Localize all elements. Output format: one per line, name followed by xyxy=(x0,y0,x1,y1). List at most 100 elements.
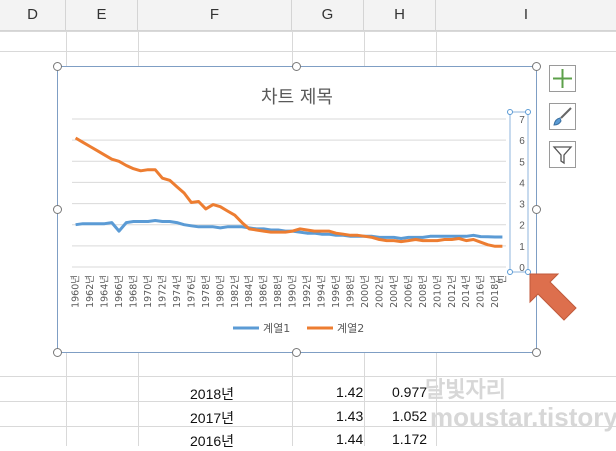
add-chart-element-button[interactable] xyxy=(549,65,576,92)
x-tick-label: 1960년 xyxy=(71,275,82,308)
x-tick-label: 1988년 xyxy=(273,275,284,308)
x-tick-label: 2002년 xyxy=(374,275,385,308)
chart-filters-button[interactable] xyxy=(549,141,576,168)
y-tick-label: 0 xyxy=(519,263,525,274)
cell-g-value[interactable]: 1.44 xyxy=(336,431,364,447)
resize-handle-top-right[interactable] xyxy=(532,62,541,71)
x-tick-label: 2004년 xyxy=(389,275,400,308)
resize-handle-left[interactable] xyxy=(53,205,62,214)
x-tick-label: 1986년 xyxy=(259,275,270,308)
x-tick-label: 1974년 xyxy=(172,275,183,308)
chart-object[interactable]: 차트 제목 1960년 1962년 1964년 1966년 1968년 1970년 1972… xyxy=(57,66,537,353)
y-tick-label: 7 xyxy=(519,115,525,126)
resize-handle-top-left[interactable] xyxy=(53,62,62,71)
cell-g-value[interactable]: 1.43 xyxy=(336,408,364,424)
x-tick-label: 2018년 xyxy=(490,275,501,308)
selection-handle[interactable] xyxy=(525,109,531,115)
x-tick-label: 2012년 xyxy=(447,275,458,308)
resize-handle-right[interactable] xyxy=(532,205,541,214)
y-tick-label: 5 xyxy=(519,157,525,168)
x-tick-label: 2006년 xyxy=(403,275,414,308)
watermark-text: 달빛자리 xyxy=(425,377,506,402)
selection-handle[interactable] xyxy=(507,269,513,275)
x-tick-label: 1968년 xyxy=(128,275,139,308)
series-line[interactable] xyxy=(75,219,503,240)
column-header-row: D E F G H I xyxy=(0,0,616,31)
grid-line xyxy=(0,31,616,32)
grid-line xyxy=(0,376,616,377)
x-tick-label: 1980년 xyxy=(215,275,226,308)
column-header-e[interactable]: E xyxy=(66,0,138,30)
x-tick-label: 2014년 xyxy=(461,275,472,308)
y-tick-label: 1 xyxy=(519,242,525,253)
x-tick-label: 1982년 xyxy=(230,275,241,308)
y-tick-label: 6 xyxy=(519,136,525,147)
x-tick-label: 1996년 xyxy=(331,275,342,308)
column-label: E xyxy=(96,6,107,23)
grid-line xyxy=(0,401,616,402)
chart-title[interactable]: 차트 제목 xyxy=(261,87,333,108)
y-tick-label: 3 xyxy=(519,200,525,211)
cell-h-value[interactable]: 1.172 xyxy=(392,431,428,447)
x-tick-label: 빈 xyxy=(497,275,508,284)
column-header-g[interactable]: G xyxy=(292,0,364,30)
x-axis-tick-labels: 1960년 1962년 1964년 1966년 1968년 1970년 1972년 1974년… xyxy=(71,275,509,308)
column-label: D xyxy=(27,6,38,23)
x-tick-label: 1992년 xyxy=(302,275,313,308)
column-label: H xyxy=(394,6,405,23)
resize-handle-bottom-left[interactable] xyxy=(53,348,62,357)
series-line[interactable] xyxy=(74,136,503,248)
legend-label: 계열1 xyxy=(263,322,290,335)
cell-h-value[interactable]: 0.977 xyxy=(392,384,428,400)
y-axis-tick-labels[interactable]: 0 1 2 3 4 5 6 7 xyxy=(519,115,525,274)
y-axis-selection-box[interactable] xyxy=(509,111,529,273)
series-lines xyxy=(74,136,503,248)
x-tick-label: 1970년 xyxy=(143,275,154,308)
x-tick-label: 1994년 xyxy=(317,275,328,308)
x-tick-label: 2016년 xyxy=(476,275,487,308)
cell-f-year[interactable]: 2016년 xyxy=(190,433,235,449)
column-header-h[interactable]: H xyxy=(364,0,436,30)
legend[interactable]: 계열1 계열2 xyxy=(233,322,364,335)
x-tick-label: 1990년 xyxy=(288,275,299,308)
x-tick-label: 1972년 xyxy=(157,275,168,308)
column-header-d[interactable]: D xyxy=(0,0,66,30)
column-label: F xyxy=(209,6,220,23)
cell-f-year[interactable]: 2018년 xyxy=(190,386,235,402)
column-header-i[interactable]: I xyxy=(436,0,616,30)
filter-icon xyxy=(552,146,573,165)
x-tick-label: 1966년 xyxy=(114,275,125,308)
y-tick-label: 2 xyxy=(519,221,525,232)
x-tick-label: 1998년 xyxy=(345,275,356,308)
selection-handle[interactable] xyxy=(507,109,513,115)
x-tick-label: 2000년 xyxy=(360,275,371,308)
cell-h-value[interactable]: 1.052 xyxy=(392,408,428,424)
pointer-arrow-icon xyxy=(529,273,577,321)
x-tick-label: 1978년 xyxy=(201,275,212,308)
x-tick-label: 2008년 xyxy=(418,275,429,308)
column-label: G xyxy=(321,6,334,23)
x-tick-label: 1984년 xyxy=(244,275,255,308)
selection-handle[interactable] xyxy=(525,269,531,275)
resize-handle-bottom-right[interactable] xyxy=(532,348,541,357)
y-axis-handles xyxy=(507,109,531,275)
cell-f-year[interactable]: 2017년 xyxy=(190,410,235,426)
chart-styles-button[interactable] xyxy=(549,103,576,130)
gridlines xyxy=(72,118,506,268)
x-tick-label: 1976년 xyxy=(186,275,197,308)
resize-handle-top[interactable] xyxy=(292,62,301,71)
column-label: I xyxy=(523,6,529,23)
x-tick-label: 1964년 xyxy=(100,275,111,308)
x-tick-label: 1962년 xyxy=(85,275,96,308)
plus-icon xyxy=(553,69,572,88)
cell-g-value[interactable]: 1.42 xyxy=(336,384,364,400)
resize-handle-bottom[interactable] xyxy=(292,348,301,357)
y-tick-label: 4 xyxy=(519,178,525,189)
grid-line xyxy=(0,426,616,427)
column-header-f[interactable]: F xyxy=(138,0,292,30)
grid-line xyxy=(0,51,616,52)
brush-icon xyxy=(553,107,572,126)
watermark-text: moustar.tistory xyxy=(430,402,616,432)
legend-label: 계열2 xyxy=(337,322,364,335)
chart-canvas: 차트 제목 1960년 1962년 1964년 1966년 1968년 1970년 1972… xyxy=(71,87,531,335)
